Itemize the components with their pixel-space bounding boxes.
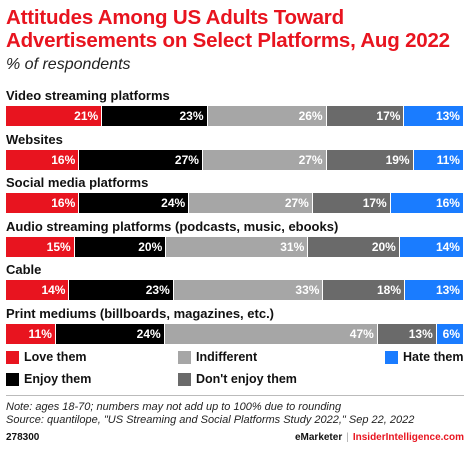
chart-id: 278300 [6, 432, 40, 443]
legend-label: Love them [24, 350, 87, 364]
chart-note: Note: ages 18-70; numbers may not add up… [6, 401, 342, 413]
legend-swatch [6, 372, 19, 386]
bar-segment: 27% [202, 149, 327, 170]
data-label: 47% [349, 327, 374, 341]
data-label: 17% [362, 196, 387, 211]
bar-segment: 13% [404, 106, 464, 126]
bar-segment: 47% [164, 324, 378, 344]
legend-swatch [178, 350, 191, 364]
bar-segment: 31% [166, 236, 309, 257]
bar-segment: 19% [326, 149, 414, 170]
category-label: Social media platforms [6, 175, 149, 191]
data-label: 13% [435, 283, 460, 298]
data-label: 18% [377, 283, 402, 298]
data-label: 27% [298, 152, 323, 167]
bar-segment: 23% [102, 106, 208, 126]
data-label: 11% [28, 327, 52, 341]
brand-emarketer: eMarketer [294, 432, 343, 443]
bar-segment: 21% [6, 106, 103, 126]
legend-label: Indifferent [196, 350, 258, 364]
legend-swatch [385, 350, 398, 364]
bar-segment: 24% [79, 193, 190, 214]
data-label: 14% [41, 283, 66, 298]
data-label: 19% [385, 152, 410, 167]
chart-subtitle: % of respondents [6, 56, 131, 73]
bar-segment: 18% [323, 280, 406, 301]
data-label: 24% [136, 327, 161, 341]
data-label: 16% [51, 196, 76, 211]
category-label: Websites [6, 131, 63, 147]
data-label: 21% [74, 109, 99, 123]
bar-segment: 20% [74, 236, 167, 257]
brand-separator: | [346, 432, 349, 443]
legend-item: Don't enjoy them [178, 372, 297, 386]
chart-legend: Love them Indifferent Hate them Enjoy them D… [0, 346, 470, 391]
bar-segment: 17% [326, 106, 405, 126]
legend-swatch [178, 372, 191, 386]
chart-title: Attitudes Among US Adults Toward Adverti… [6, 6, 450, 52]
category-label: Video streaming platforms [6, 88, 170, 103]
bar-segment: 11% [6, 324, 56, 344]
bar-segment: 20% [308, 236, 400, 257]
bar-segment: 17% [312, 193, 391, 214]
data-label: 13% [408, 327, 433, 341]
stacked-bar-chart: Video streaming platforms 21% 23% 26% 17% 13%… [0, 84, 470, 346]
data-label: 20% [138, 239, 163, 254]
data-label: 31% [280, 239, 305, 254]
category-label: Print mediums (billboards, magazines, et… [6, 306, 275, 321]
legend-label: Enjoy them [24, 372, 92, 386]
legend-label: Hate them [403, 350, 464, 364]
data-label: 14% [435, 239, 460, 254]
data-label: 16% [435, 196, 460, 211]
data-label: 26% [298, 109, 323, 123]
bar-segment: 33% [173, 280, 324, 301]
bar-segment: 11% [413, 149, 464, 170]
chart-source: Source: quantilope, "US Streaming and So… [6, 414, 415, 426]
category-label: Audio streaming platforms (podcasts, mus… [6, 218, 339, 234]
brand-insider-intelligence: InsiderIntelligence.com [352, 432, 464, 443]
data-label: 11% [436, 152, 460, 167]
bar-segment: 14% [6, 280, 70, 301]
bar-segment: 23% [69, 280, 174, 301]
bar-segment: 6% [436, 324, 464, 344]
bar-segment: 16% [390, 193, 464, 214]
legend-item: Enjoy them [6, 372, 91, 386]
bar-segment: 15% [6, 236, 75, 257]
bar-segment: 27% [189, 193, 313, 214]
brand: eMarketer | InsiderIntelligence.com [295, 432, 464, 443]
data-label: 23% [145, 283, 170, 298]
legend-label: Don't enjoy them [196, 372, 297, 386]
bar-segment: 27% [79, 149, 203, 170]
data-label: 33% [295, 283, 320, 298]
data-label: 27% [174, 152, 199, 167]
bar-segment: 26% [207, 106, 327, 126]
data-label: 17% [376, 109, 401, 123]
data-label: 15% [46, 239, 71, 254]
divider [6, 395, 464, 396]
bar-segment: 16% [6, 193, 80, 214]
data-label: 16% [51, 152, 76, 167]
bar-segment: 14% [399, 236, 464, 257]
data-label: 24% [161, 196, 186, 211]
legend-item: Love them [6, 350, 87, 364]
bar-segment: 13% [405, 280, 464, 301]
bar-segment: 13% [377, 324, 437, 344]
bar-segment: 24% [55, 324, 165, 344]
legend-item: Indifferent [178, 350, 257, 364]
data-label: 23% [179, 109, 204, 123]
legend-swatch [6, 350, 19, 364]
data-label: 13% [435, 109, 460, 123]
data-label: 20% [371, 239, 396, 254]
data-label: 6% [442, 327, 460, 341]
bar-segment: 16% [6, 149, 80, 170]
legend-item: Hate them [385, 350, 463, 364]
data-label: 27% [284, 196, 309, 211]
category-label: Cable [6, 262, 42, 278]
